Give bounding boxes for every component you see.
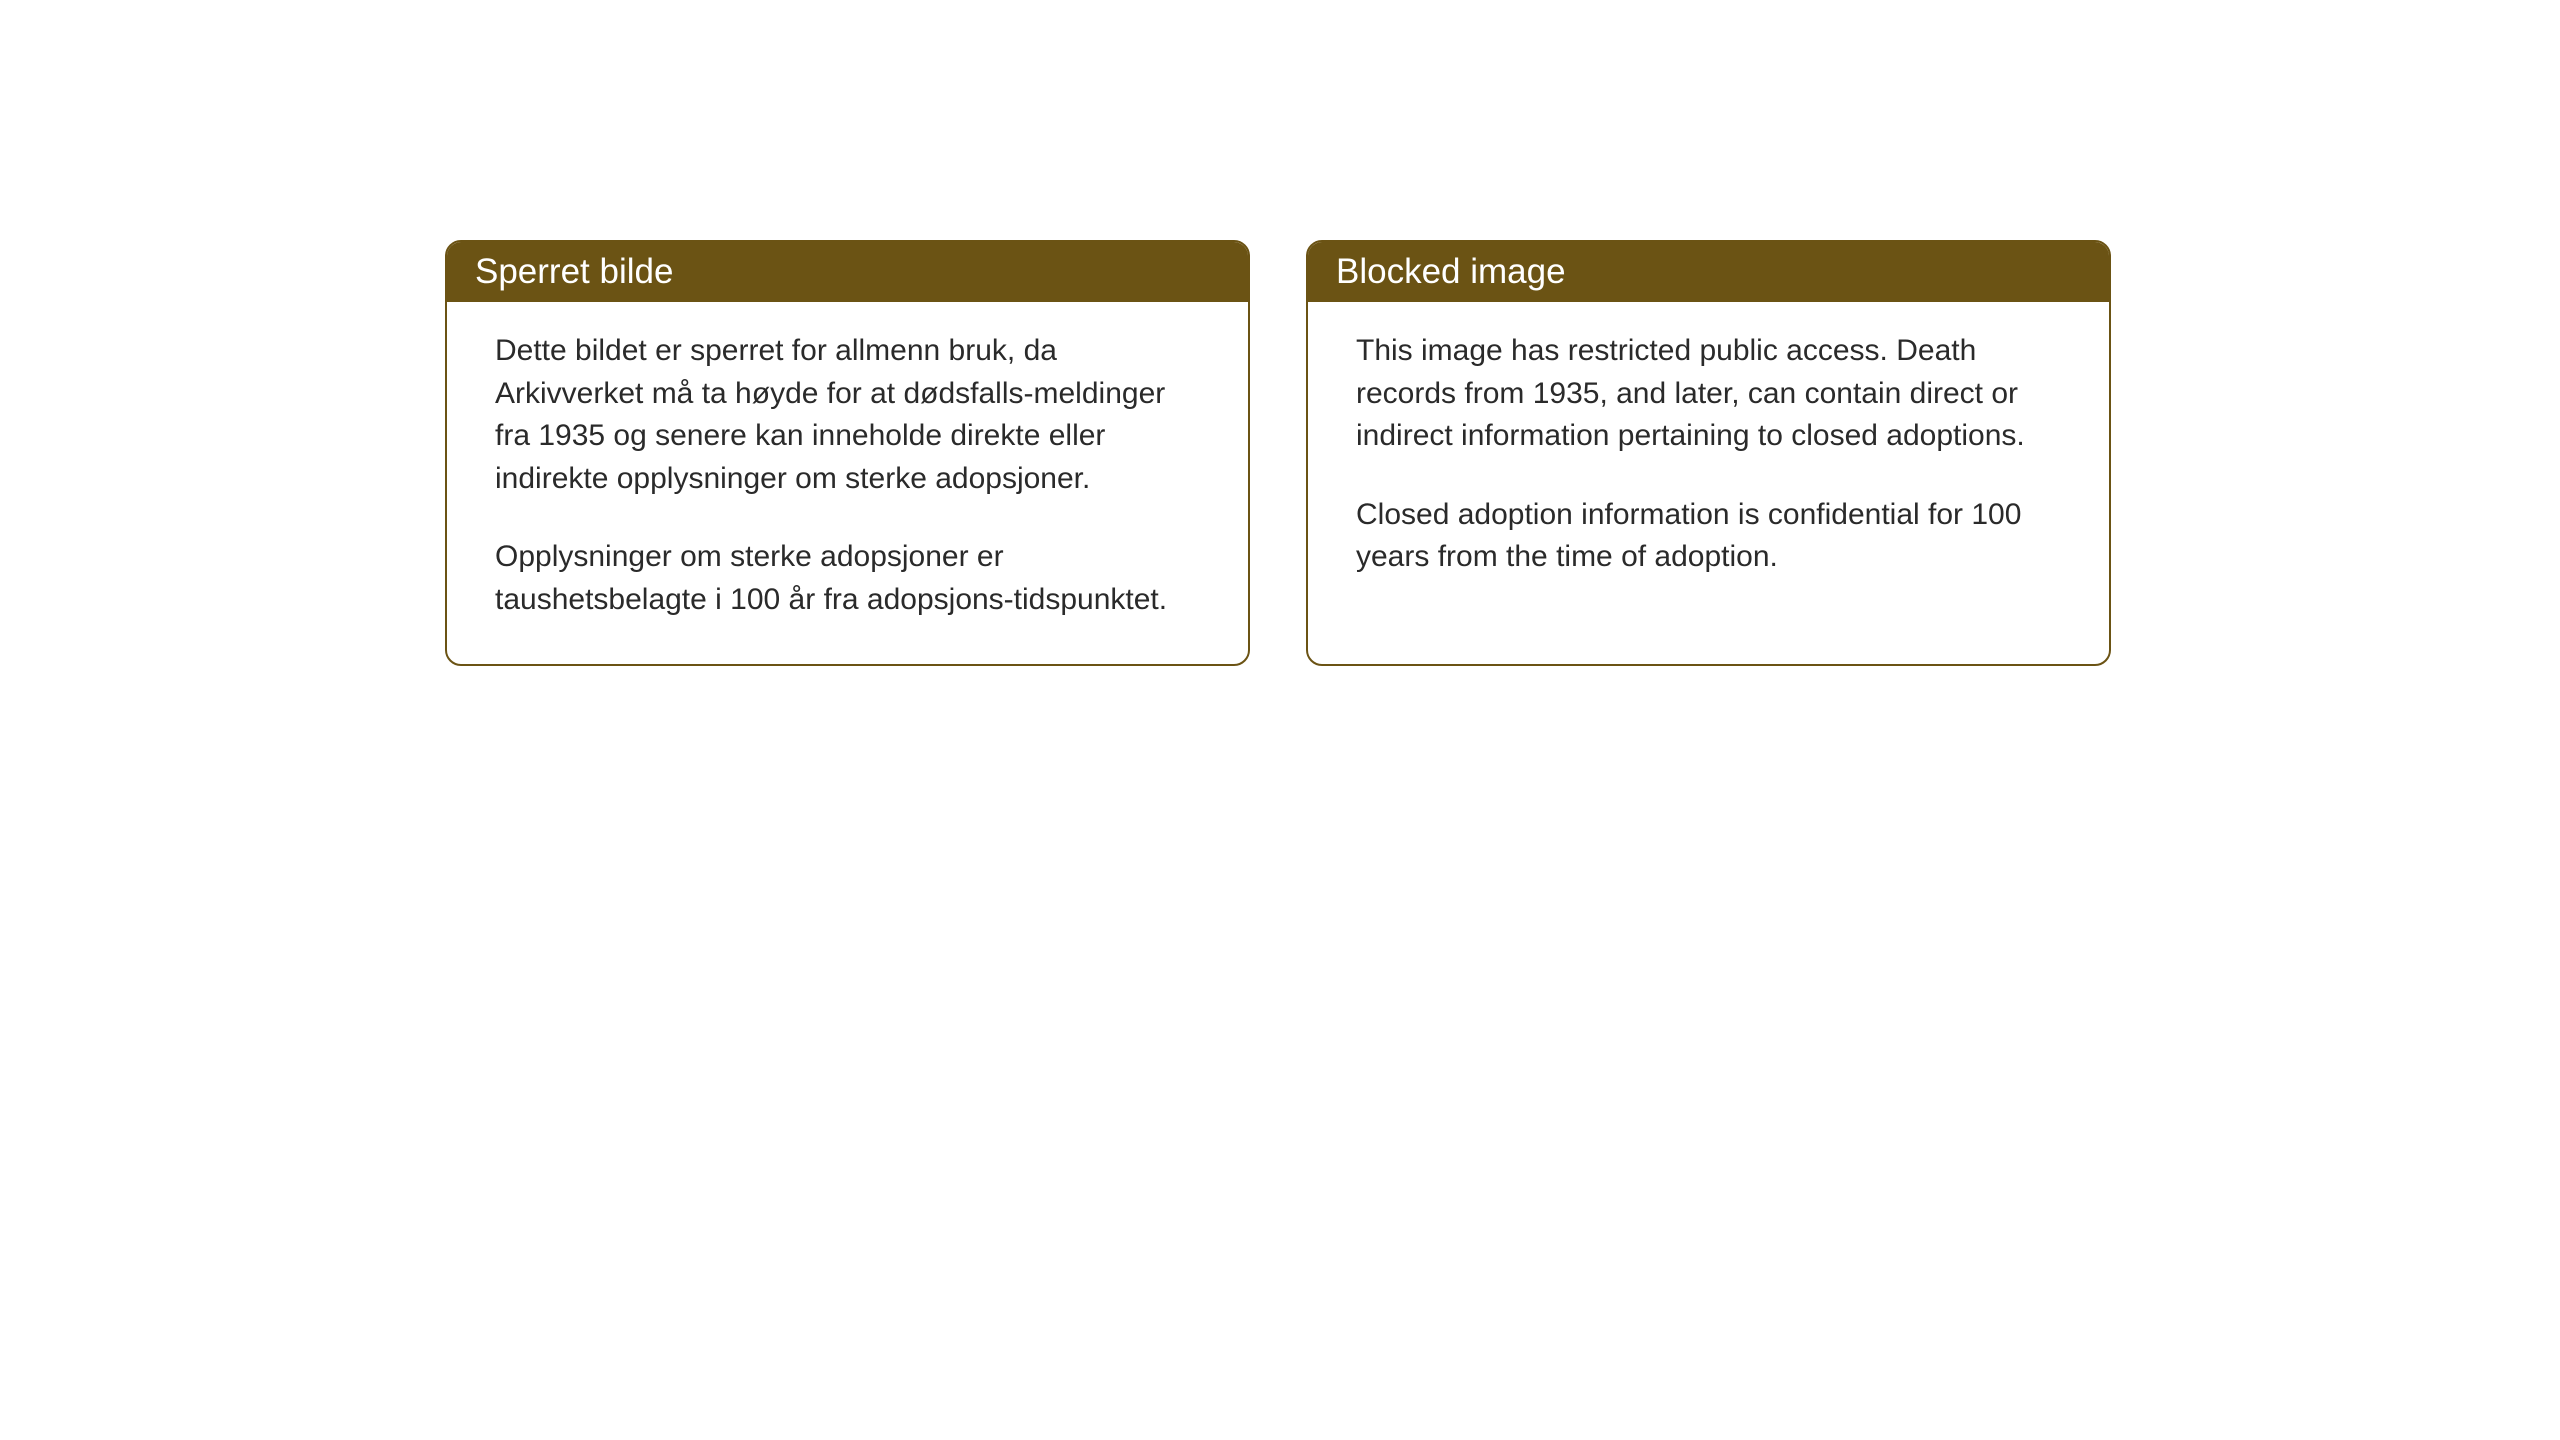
card-paragraph: Dette bildet er sperret for allmenn bruk… bbox=[495, 330, 1200, 500]
card-body-norwegian: Dette bildet er sperret for allmenn bruk… bbox=[447, 302, 1248, 664]
card-title: Sperret bilde bbox=[475, 252, 673, 291]
notice-cards-container: Sperret bilde Dette bildet er sperret fo… bbox=[445, 240, 2111, 666]
notice-card-norwegian: Sperret bilde Dette bildet er sperret fo… bbox=[445, 240, 1250, 666]
card-paragraph: Closed adoption information is confident… bbox=[1356, 494, 2061, 579]
card-header-english: Blocked image bbox=[1308, 242, 2109, 302]
card-paragraph: Opplysninger om sterke adopsjoner er tau… bbox=[495, 536, 1200, 621]
card-header-norwegian: Sperret bilde bbox=[447, 242, 1248, 302]
card-paragraph: This image has restricted public access.… bbox=[1356, 330, 2061, 458]
card-body-english: This image has restricted public access.… bbox=[1308, 302, 2109, 621]
card-title: Blocked image bbox=[1336, 252, 1566, 291]
notice-card-english: Blocked image This image has restricted … bbox=[1306, 240, 2111, 666]
